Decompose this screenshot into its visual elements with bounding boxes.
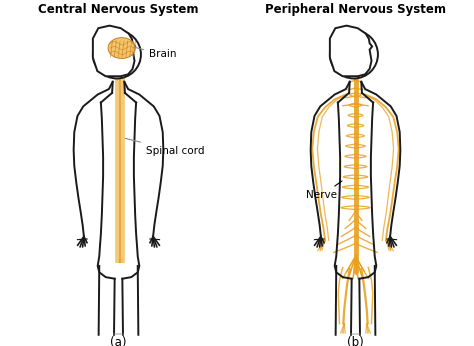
Text: Spinal cord: Spinal cord	[125, 138, 204, 156]
Text: Nerve: Nerve	[306, 181, 342, 200]
Text: Peripheral Nervous System: Peripheral Nervous System	[265, 3, 446, 16]
Text: (b): (b)	[347, 336, 364, 346]
Polygon shape	[93, 26, 135, 76]
Text: Brain: Brain	[134, 47, 176, 60]
Circle shape	[330, 30, 378, 79]
Polygon shape	[94, 31, 110, 72]
Polygon shape	[331, 31, 347, 72]
Text: (a): (a)	[110, 336, 127, 346]
Ellipse shape	[108, 38, 135, 58]
Text: Central Nervous System: Central Nervous System	[38, 3, 199, 16]
Circle shape	[93, 30, 141, 79]
Polygon shape	[330, 26, 372, 76]
